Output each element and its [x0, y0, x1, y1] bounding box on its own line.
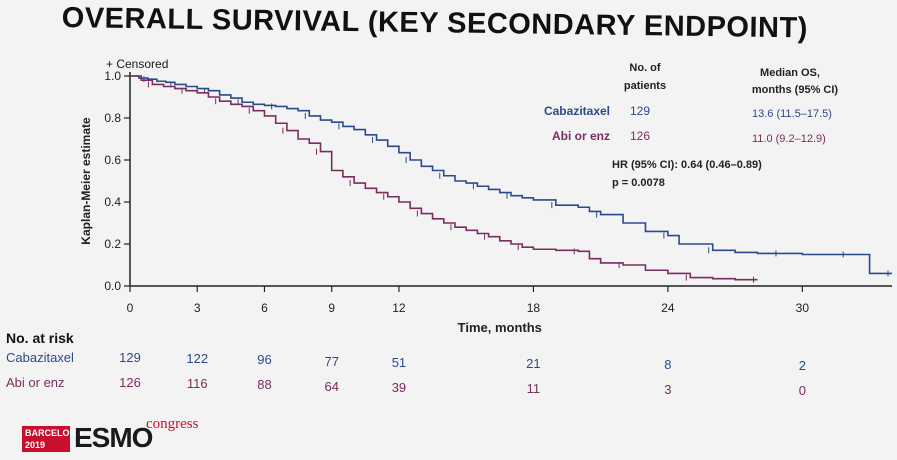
table-row-median: 11.0 (9.2–12.9) — [752, 133, 826, 145]
hazard-ratio: HR (95% CI): 0.64 (0.46–0.89) — [612, 159, 762, 171]
risk-value: 39 — [391, 379, 407, 395]
x-tick-label: 24 — [661, 301, 675, 315]
y-tick-label: 0.6 — [104, 153, 121, 167]
y-tick-label: 0.4 — [104, 195, 121, 209]
risk-value: 116 — [186, 376, 208, 392]
table-row-name: Abi or enz — [552, 129, 610, 143]
col-header-median: Median OS, — [760, 67, 820, 79]
logo-city-box: BARCELONA 2019 — [22, 426, 83, 452]
risk-value: 96 — [257, 352, 272, 368]
risk-value: 77 — [324, 353, 339, 369]
table-row-median: 13.6 (11.5–17.5) — [752, 108, 832, 120]
axes: 0.0 0.2 0.4 0.6 0.8 1.0 0 3 6 9 12 18 24 30 Time, mont… — [79, 69, 892, 335]
logo-city: BARCELONA — [25, 428, 83, 438]
survival-curves — [130, 75, 892, 283]
risk-value: 122 — [186, 351, 209, 367]
risk-value: 129 — [119, 350, 141, 365]
risk-value: 0 — [798, 383, 806, 399]
series-line-abi-or-enz — [130, 75, 758, 281]
risk-value: 64 — [324, 378, 339, 394]
risk-value: 126 — [119, 375, 141, 390]
median-os-table: No. of patients Median OS, months (95% CI) C… — [544, 62, 838, 189]
risk-value: 51 — [391, 354, 407, 370]
x-tick-label: 9 — [328, 301, 335, 315]
censored-legend: + Censored — [106, 57, 168, 71]
p-value: p = 0.0078 — [612, 177, 665, 189]
col-header-patients: patients — [624, 80, 666, 92]
col-header-patients: No. of — [629, 62, 660, 74]
y-tick-label: 0.2 — [104, 237, 121, 251]
esmo-logo: BARCELONA 2019 ESMO congress — [22, 416, 222, 456]
risk-value: 3 — [664, 382, 672, 398]
x-tick-label: 3 — [194, 301, 201, 315]
risk-value: 21 — [526, 356, 541, 371]
col-header-median: months (95% CI) — [752, 84, 839, 96]
table-row-name: Cabazitaxel — [544, 104, 610, 118]
series-line-cabazitaxel — [130, 75, 892, 275]
x-axis-label: Time, months — [458, 320, 542, 335]
y-tick-label: 0.0 — [104, 279, 121, 293]
table-row-patients: 129 — [630, 104, 650, 118]
x-tick-label: 18 — [527, 301, 541, 315]
risk-row-label: Abi or enz — [6, 375, 65, 390]
risk-value: 11 — [526, 381, 541, 396]
x-tick-label: 6 — [261, 301, 268, 315]
x-tick-label: 0 — [127, 301, 134, 315]
table-row-patients: 126 — [630, 129, 650, 143]
risk-value: 8 — [664, 357, 672, 373]
x-tick-label: 30 — [796, 301, 810, 315]
x-tick-label: 12 — [392, 301, 406, 315]
logo-year: 2019 — [25, 440, 46, 450]
risk-value: 88 — [257, 377, 272, 393]
y-axis-label: Kaplan-Meier estimate — [79, 117, 93, 245]
logo-word: ESMO — [74, 422, 153, 453]
risk-table-header: No. at risk — [6, 330, 74, 346]
logo-congress: congress — [146, 416, 199, 432]
y-tick-label: 1.0 — [104, 69, 121, 83]
risk-value: 2 — [798, 358, 806, 374]
y-tick-label: 0.8 — [104, 111, 121, 125]
risk-row-label: Cabazitaxel — [6, 350, 74, 365]
